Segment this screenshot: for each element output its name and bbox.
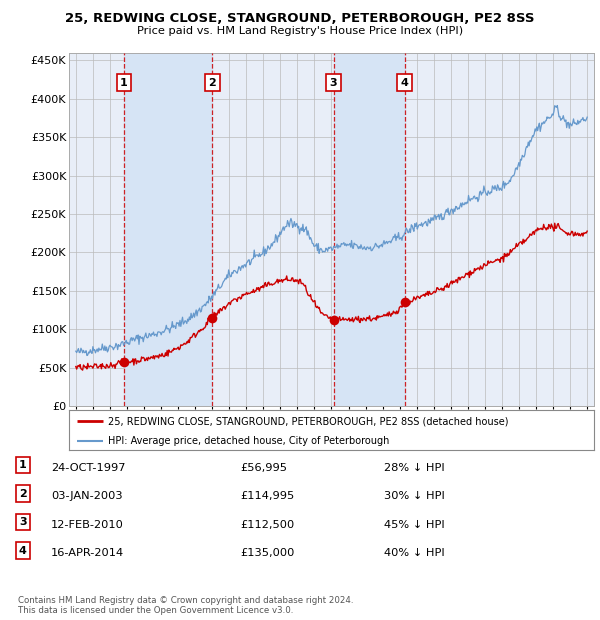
Text: 45% ↓ HPI: 45% ↓ HPI bbox=[384, 520, 445, 529]
Text: Price paid vs. HM Land Registry's House Price Index (HPI): Price paid vs. HM Land Registry's House … bbox=[137, 26, 463, 36]
Text: 28% ↓ HPI: 28% ↓ HPI bbox=[384, 463, 445, 472]
Text: 03-JAN-2003: 03-JAN-2003 bbox=[51, 491, 122, 501]
Text: 2: 2 bbox=[208, 78, 216, 88]
Text: £112,500: £112,500 bbox=[240, 520, 294, 529]
Text: Contains HM Land Registry data © Crown copyright and database right 2024.
This d: Contains HM Land Registry data © Crown c… bbox=[18, 596, 353, 615]
Text: £56,995: £56,995 bbox=[240, 463, 287, 472]
Text: £114,995: £114,995 bbox=[240, 491, 294, 501]
Text: 1: 1 bbox=[19, 460, 26, 470]
Text: 4: 4 bbox=[401, 78, 409, 88]
Text: 2: 2 bbox=[19, 489, 26, 498]
Text: 3: 3 bbox=[19, 517, 26, 527]
Text: 30% ↓ HPI: 30% ↓ HPI bbox=[384, 491, 445, 501]
Text: 3: 3 bbox=[330, 78, 337, 88]
Text: 1: 1 bbox=[120, 78, 128, 88]
Bar bbox=[334, 53, 404, 406]
Text: 16-APR-2014: 16-APR-2014 bbox=[51, 548, 124, 558]
Text: £135,000: £135,000 bbox=[240, 548, 295, 558]
Bar bbox=[124, 53, 212, 406]
Text: 24-OCT-1997: 24-OCT-1997 bbox=[51, 463, 125, 472]
Text: HPI: Average price, detached house, City of Peterborough: HPI: Average price, detached house, City… bbox=[109, 436, 390, 446]
Text: 40% ↓ HPI: 40% ↓ HPI bbox=[384, 548, 445, 558]
Text: 12-FEB-2010: 12-FEB-2010 bbox=[51, 520, 124, 529]
Text: 4: 4 bbox=[19, 546, 27, 556]
Text: 25, REDWING CLOSE, STANGROUND, PETERBOROUGH, PE2 8SS: 25, REDWING CLOSE, STANGROUND, PETERBORO… bbox=[65, 12, 535, 25]
Text: 25, REDWING CLOSE, STANGROUND, PETERBOROUGH, PE2 8SS (detached house): 25, REDWING CLOSE, STANGROUND, PETERBORO… bbox=[109, 417, 509, 427]
